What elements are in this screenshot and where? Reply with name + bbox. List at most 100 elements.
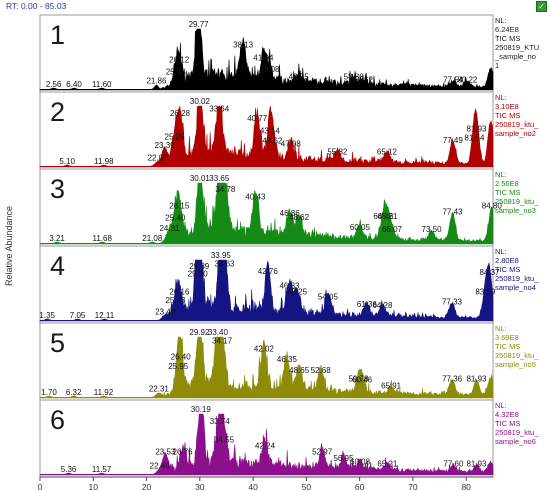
peak-label: 1.35 — [39, 311, 55, 320]
peak-label: 60.05 — [350, 223, 371, 232]
panel-number: 2 — [50, 97, 65, 127]
peak-label: 65.21 — [377, 459, 398, 468]
peak-label: 77.60 — [443, 459, 464, 468]
trace-info-line: TIC MS — [495, 342, 520, 351]
peak-label: 38.13 — [233, 41, 254, 50]
nl-value: 2.56E8 — [495, 179, 519, 188]
peak-label: 60.62 — [353, 76, 374, 85]
trace-info-line: _sample_no — [494, 52, 536, 61]
peak-label: 25.48 — [166, 68, 187, 77]
peak-label: 26.28 — [170, 109, 191, 118]
peak-label: 42.02 — [254, 344, 275, 353]
peak-label: 23.53 — [155, 448, 176, 457]
peak-label: 46.83 — [279, 282, 300, 291]
trace-info-line: 250819_ktu_ — [495, 428, 539, 437]
trace-info-line: TIC MS — [495, 111, 520, 120]
peak-label: 59.78 — [348, 374, 369, 383]
peak-label: 60.46 — [352, 376, 373, 385]
chromatogram-trace — [39, 182, 494, 245]
peak-label: 41.94 — [253, 54, 274, 63]
peak-label: 64.46 — [373, 212, 394, 221]
peak-label: 26.15 — [169, 201, 190, 210]
peak-label: 34.78 — [215, 185, 236, 194]
x-tick-label: 10 — [89, 482, 99, 490]
panel-number: 3 — [50, 174, 65, 204]
green-check-icon[interactable]: ✓ — [536, 1, 547, 12]
peak-label: 22.07 — [148, 154, 169, 163]
nl-label: NL: — [495, 247, 507, 256]
chromatogram-trace — [39, 413, 494, 476]
peak-label: 3.21 — [49, 234, 65, 243]
peak-label: 25.25 — [165, 132, 186, 141]
nl-label: NL: — [495, 324, 507, 333]
peak-label: 65.12 — [377, 148, 398, 157]
peak-label: 40.43 — [245, 192, 266, 201]
peak-label: 29.89 — [189, 262, 210, 271]
trace-info-line: sample_no6 — [495, 437, 536, 446]
peak-label: 30.19 — [191, 405, 212, 414]
peak-label: 40.77 — [247, 114, 268, 123]
peak-label: 26.76 — [173, 448, 194, 457]
peak-label: 48.62 — [289, 213, 310, 222]
peak-label: 33.40 — [208, 328, 229, 337]
x-tick-label: 30 — [195, 482, 205, 490]
peak-label: 61.36 — [357, 300, 378, 309]
peak-label: 26.12 — [169, 55, 190, 64]
chromatogram-trace — [39, 105, 494, 168]
trace-info-line: 250819_ktu_ — [495, 274, 539, 283]
peak-label: 26.16 — [169, 288, 190, 297]
peak-label: 43.62 — [262, 137, 283, 146]
peak-label: 47.08 — [281, 140, 302, 149]
nl-value: 3.69E8 — [495, 333, 519, 342]
trace-info-line: 250819_ktu_ — [495, 197, 539, 206]
peak-label: 81.93 — [466, 124, 487, 133]
panel-number: 5 — [50, 328, 65, 358]
peak-label: 60.08 — [350, 457, 371, 466]
nl-label: NL: — [495, 170, 507, 179]
peak-label: 29.77 — [189, 20, 210, 29]
peak-label: 66.07 — [382, 225, 403, 234]
peak-label: 5.36 — [61, 465, 77, 474]
nl-value: 4.32E8 — [495, 410, 519, 419]
peak-label: 81.93 — [466, 374, 487, 383]
peak-label: 21.08 — [142, 234, 163, 243]
peak-label: 77.33 — [442, 297, 463, 306]
peak-label: 43.08 — [259, 65, 280, 74]
peak-label: 33.95 — [211, 251, 232, 260]
peak-label: 77.36 — [442, 374, 463, 383]
peak-label: 24.31 — [159, 224, 180, 233]
peak-label: 29.92 — [189, 328, 210, 337]
peak-label: 46.35 — [277, 355, 298, 364]
peak-label: 84.80 — [482, 201, 503, 210]
nl-label: NL: — [495, 401, 507, 410]
y-axis-title: Relative Abundance — [4, 206, 14, 286]
trace-info-line: sample_no3 — [495, 206, 536, 215]
peak-label: 22.46 — [150, 462, 171, 471]
trace-info-line: 250819_ktu_ — [495, 120, 539, 129]
peak-label: 58.88 — [344, 72, 365, 81]
toolbar: RT: 0.00 - 85.03 ✓ — [0, 0, 550, 14]
peak-label: 64.28 — [372, 301, 393, 310]
peak-label: 65.21 — [377, 212, 398, 221]
trace-info-line: TIC MS — [495, 34, 520, 43]
peak-label: 80.22 — [457, 76, 478, 85]
peak-label: 77.54 — [443, 76, 464, 85]
trace-info-line: 1 — [495, 61, 499, 70]
x-tick-label: 70 — [408, 482, 418, 490]
nl-value: 2.80E8 — [495, 256, 519, 265]
peak-label: 52.68 — [311, 366, 332, 375]
peak-label: 11.60 — [92, 80, 112, 89]
trace-info-line: TIC MS — [495, 265, 520, 274]
peak-label: 77.49 — [443, 136, 464, 145]
trace-info-line: 250819_KTU — [495, 43, 539, 52]
peak-label: 54.05 — [318, 292, 339, 301]
peak-label: 81.54 — [464, 134, 485, 143]
peak-label: 23.39 — [155, 141, 176, 150]
peak-label: 34.63 — [214, 260, 235, 269]
trace-info-line: sample_no2 — [495, 129, 536, 138]
panel-number: 6 — [50, 405, 65, 435]
peak-label: 33.65 — [209, 174, 230, 183]
peak-label: 2.56 — [46, 80, 62, 89]
peak-label: 30.01 — [190, 174, 211, 183]
